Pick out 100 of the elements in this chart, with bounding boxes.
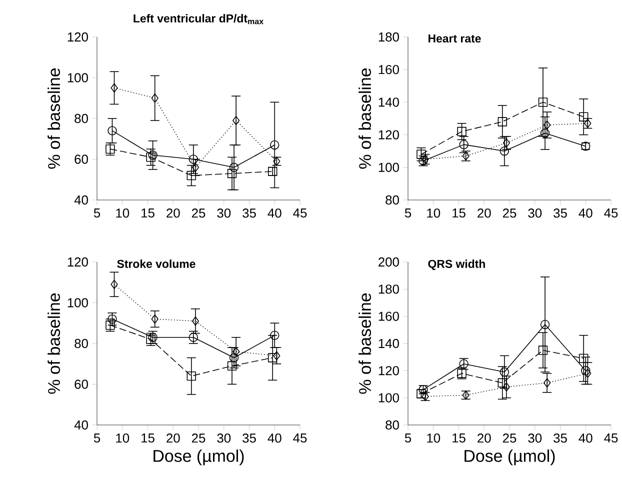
point <box>270 140 280 150</box>
x-tick-label: 45 <box>604 208 618 218</box>
x-tick-label: 10 <box>427 208 440 218</box>
point <box>151 314 158 324</box>
y-tick-label: 100 <box>68 73 88 82</box>
x-tick-label: 35 <box>242 208 256 218</box>
y-tick-label: 100 <box>68 298 88 308</box>
point <box>186 170 196 180</box>
point <box>229 162 239 172</box>
point <box>146 152 156 162</box>
x-tick-label: 30 <box>528 434 542 443</box>
y-axis-title: % of baseline <box>358 68 372 169</box>
point <box>540 320 550 330</box>
y-tick-label: 120 <box>68 32 88 42</box>
y-tick-label: 140 <box>378 338 399 348</box>
point <box>232 116 240 126</box>
x-axis-title: Dose (µmol) <box>464 450 555 466</box>
point <box>579 112 588 122</box>
x-tick-label: 30 <box>217 434 231 443</box>
point <box>192 316 200 326</box>
point <box>502 382 510 392</box>
x-tick-label: 20 <box>478 434 491 443</box>
point <box>108 126 117 136</box>
x-tick-label: 30 <box>528 208 542 218</box>
point <box>151 94 158 103</box>
x-tick-label: 5 <box>404 434 412 443</box>
y-tick-label: 100 <box>378 162 399 172</box>
point <box>544 120 551 130</box>
point <box>581 366 590 376</box>
x-tick-label: 5 <box>94 208 100 218</box>
y-tick-label: 180 <box>378 32 399 42</box>
x-tick-label: 25 <box>192 208 206 218</box>
x-tick-label: 25 <box>502 208 516 218</box>
point <box>110 280 118 289</box>
x-tick-label: 30 <box>217 208 231 218</box>
y-tick-label: 120 <box>68 257 88 267</box>
y-tick-label: 100 <box>378 393 399 402</box>
x-tick-label: 10 <box>427 434 440 443</box>
chart-title: Heart rate <box>428 34 481 43</box>
point <box>500 367 510 377</box>
y-tick-label: 60 <box>74 380 88 389</box>
x-tick-label: 15 <box>142 434 154 443</box>
chart-title: QRS width <box>428 260 485 270</box>
point <box>498 117 507 126</box>
x-tick-label: 10 <box>116 208 130 218</box>
y-tick-label: 180 <box>378 284 399 294</box>
point <box>459 140 468 150</box>
y-tick-label: 140 <box>378 98 399 107</box>
y-tick-label: 160 <box>378 312 399 321</box>
point <box>273 351 280 360</box>
x-tick-label: 15 <box>142 208 154 218</box>
y-axis-title: % of baseline <box>48 293 60 394</box>
x-tick-label: 35 <box>554 208 567 218</box>
x-tick-label: 45 <box>293 208 307 218</box>
point <box>538 98 548 107</box>
x-tick-label: 45 <box>604 434 618 443</box>
chart-title: Left ventricular dP/dt$_{max}$ <box>134 14 264 24</box>
point <box>229 353 239 362</box>
x-tick-label: 15 <box>452 208 466 218</box>
x-tick-label: 25 <box>192 434 206 443</box>
point <box>498 378 507 388</box>
x-tick-label: 5 <box>94 434 100 443</box>
x-tick-label: 25 <box>502 434 516 443</box>
y-axis-title: % of baseline <box>48 68 60 169</box>
x-axis-title: Dose (µmol) <box>154 450 244 466</box>
point <box>270 330 280 340</box>
x-tick-label: 35 <box>242 434 256 443</box>
x-tick-label: 20 <box>166 434 180 443</box>
y-axis-title: % of baseline <box>358 293 372 394</box>
y-tick-label: 200 <box>378 257 399 267</box>
point <box>110 83 118 93</box>
y-tick-label: 120 <box>378 130 399 140</box>
x-tick-label: 20 <box>166 208 180 218</box>
x-tick-label: 45 <box>293 434 307 443</box>
y-tick-label: 80 <box>386 420 399 430</box>
point <box>186 371 196 381</box>
x-tick-label: 40 <box>578 434 592 443</box>
chart-title: Stroke volume <box>117 260 196 268</box>
x-tick-label: 10 <box>116 434 130 443</box>
y-tick-label: 40 <box>74 420 88 430</box>
x-tick-label: 35 <box>554 434 567 443</box>
y-tick-label: 80 <box>386 195 399 205</box>
x-tick-label: 40 <box>268 208 282 218</box>
x-tick-label: 40 <box>578 208 592 218</box>
y-tick-label: 160 <box>378 64 399 74</box>
point <box>579 354 588 364</box>
y-tick-label: 120 <box>378 366 399 376</box>
point <box>227 168 237 178</box>
y-tick-label: 40 <box>74 195 88 205</box>
y-tick-label: 80 <box>74 338 88 348</box>
x-tick-label: 15 <box>452 434 466 443</box>
x-tick-label: 5 <box>404 208 412 218</box>
x-tick-label: 20 <box>478 208 491 218</box>
point <box>544 378 551 388</box>
x-tick-label: 40 <box>268 434 282 443</box>
y-tick-label: 80 <box>74 114 88 124</box>
y-tick-label: 60 <box>74 154 88 164</box>
point <box>500 146 510 156</box>
point <box>457 126 466 136</box>
point <box>538 346 548 355</box>
